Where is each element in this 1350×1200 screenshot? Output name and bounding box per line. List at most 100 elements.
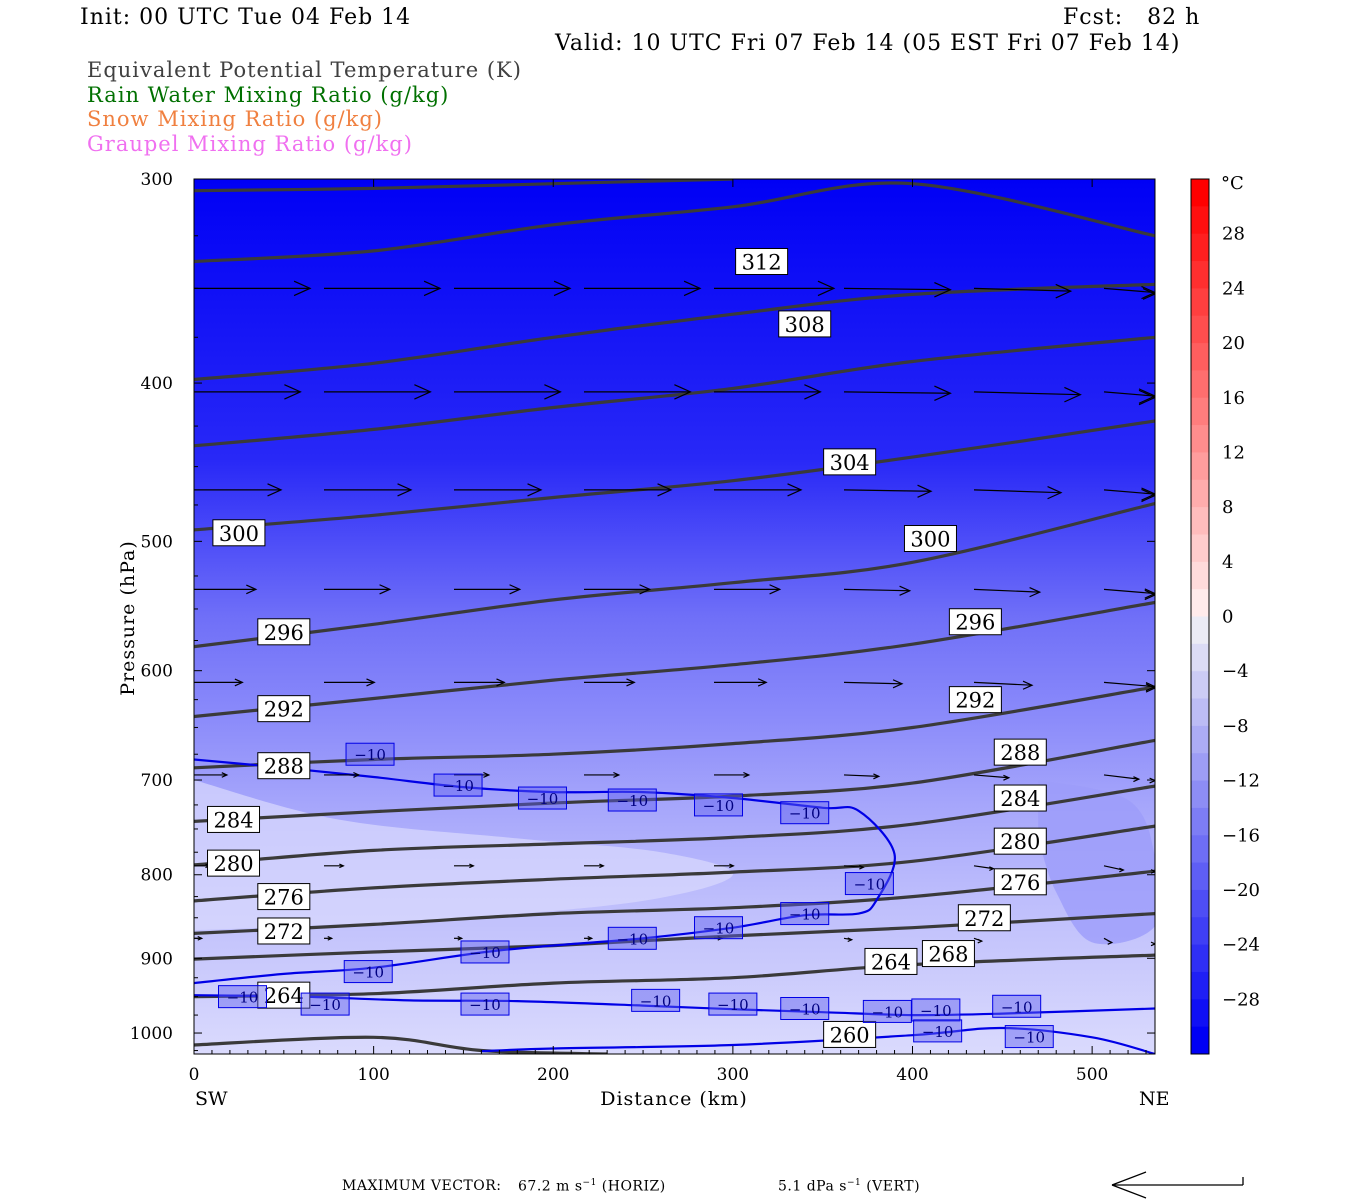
- y-tick-label-400: 400: [141, 374, 173, 394]
- colorbar-bin-16: [1191, 616, 1209, 645]
- wind-arrow-3-6: [973, 588, 1040, 593]
- wind-arrowhead-1-2: [544, 384, 562, 400]
- wind-arrowhead-0-7: [1141, 285, 1155, 300]
- theta-e-label-272-1: 272: [964, 907, 1004, 931]
- horiz-tag: (HORIZ): [601, 1178, 666, 1195]
- wind-arrowhead-4-0: [234, 678, 244, 687]
- theta-e-contour-316: [194, 179, 733, 193]
- wind-arrowhead-0-6: [1055, 283, 1073, 299]
- x-axis-label: Distance (km): [600, 1088, 748, 1110]
- colorbar-bin-20: [1191, 725, 1209, 754]
- colorbar-label-7: 0: [1222, 607, 1233, 628]
- legend-theta-e: Equivalent Potential Temperature (K): [87, 58, 522, 82]
- isotherm-label-box-13: [708, 992, 758, 1016]
- colorbar-label-10: −12: [1222, 771, 1260, 792]
- colorbar-bin-13: [1191, 534, 1209, 563]
- wind-arrow-3-5: [843, 588, 910, 592]
- colorbar-bin-21: [1191, 753, 1209, 782]
- contour-labels: 312 308 304 300 300 296 296 292 292 288 288 284 284 2…: [207, 247, 1054, 1049]
- isotherm-label-0: −10: [227, 989, 259, 1007]
- theta-e-label-box-300-0: [212, 519, 266, 547]
- legend-rain-water: Rain Water Mixing Ratio (g/kg): [87, 83, 450, 107]
- isotherm-label-18: −10: [872, 1003, 904, 1021]
- y-tick-label-900: 900: [141, 949, 173, 969]
- isotherm-label-box-7: [460, 992, 510, 1016]
- wind-arrowhead-5-3: [613, 771, 621, 778]
- colorbar-bin-30: [1191, 999, 1209, 1028]
- colorbar-bin-26: [1191, 889, 1209, 918]
- vert-value: 5.1 dPa s: [778, 1178, 847, 1195]
- wind-arrowhead-1-6: [1064, 386, 1082, 403]
- isotherm-label-box-12: [694, 916, 744, 940]
- wind-arrowhead-7-0: [197, 935, 204, 941]
- wind-arrow-0-6: [973, 287, 1071, 292]
- isotherm-label-1: −10: [309, 996, 341, 1014]
- colorbar-bin-15: [1191, 589, 1209, 617]
- theta-e-label-box-288-0: [257, 752, 311, 780]
- wind-arrowhead-0-8: [1142, 287, 1155, 300]
- colorbar-bin-6: [1191, 343, 1209, 371]
- wind-arrow-5-5: [843, 774, 879, 777]
- isotherm-label-box-21: [992, 994, 1042, 1018]
- theta-e-label-312-0: 312: [742, 250, 782, 274]
- x-tick-label-500: 500: [1076, 1065, 1108, 1085]
- isotherm-label-8: −10: [616, 792, 648, 810]
- isotherm-label-box-16: [780, 996, 830, 1020]
- wind-arrowhead-7-8: [1150, 941, 1155, 947]
- wind-arrowhead-5-0: [221, 772, 229, 778]
- theta-e-label-272-0: 272: [264, 920, 304, 944]
- isotherm-label-box-4: [433, 773, 483, 797]
- axes: 0 100 200 300 400 500 300 400 500 600 700 800 900 100…: [130, 170, 1155, 1085]
- wind-arrowhead-6-1: [339, 863, 345, 869]
- isotherm-segment-1: [194, 994, 1155, 1017]
- wind-arrow-5-7: [1103, 774, 1139, 780]
- wind-arrow-1-6: [973, 391, 1081, 396]
- wind-arrowhead-7-7: [1107, 940, 1114, 945]
- wind-arrowhead-1-5: [934, 385, 952, 402]
- wind-arrowhead-2-1: [397, 483, 413, 497]
- colorbar-bin-7: [1191, 370, 1209, 399]
- theta-e-label-284-1: 284: [1000, 787, 1040, 811]
- theta-e-label-box-292-1: [948, 686, 1002, 714]
- wind-arrowhead-3-3: [639, 584, 652, 595]
- colorbar-label-13: −24: [1222, 935, 1260, 956]
- x-tick-label-400: 400: [896, 1065, 928, 1085]
- wind-arrowhead-1-1: [414, 384, 432, 400]
- wind-arrowhead-4-2: [496, 678, 506, 687]
- isotherm-label-3: −10: [354, 746, 386, 764]
- isotherm-label-9: −10: [616, 930, 648, 948]
- isotherm-label-4: −10: [442, 777, 474, 795]
- theta-e-contour-280: [194, 784, 1155, 867]
- wind-arrowhead-3-5: [899, 585, 912, 596]
- isotherm-label-box-11: [694, 793, 744, 817]
- colorbar-bin-19: [1191, 698, 1209, 727]
- y-tick-label-300: 300: [141, 170, 173, 190]
- theta-e-label-box-280-1: [993, 827, 1047, 855]
- colorbar-bin-5: [1191, 315, 1209, 344]
- max-vector-horiz: 67.2 m s−1 (HORIZ): [518, 1179, 666, 1194]
- theta-e-contour-272: [194, 869, 1155, 935]
- wind-arrowhead-1-8: [1138, 389, 1155, 406]
- wind-arrowhead-3-8: [1144, 589, 1155, 601]
- isotherm-label-box-0: [217, 985, 267, 1009]
- wind-arrowhead-6-6: [989, 866, 995, 871]
- wind-arrow-1-5: [843, 391, 951, 394]
- colorbar-label-4: 12: [1222, 442, 1245, 463]
- colorbar-bin-27: [1191, 917, 1209, 946]
- y-tick-label-700: 700: [141, 771, 173, 791]
- horiz-value: 67.2 m s: [518, 1178, 583, 1195]
- theta-e-label-box-280-0: [207, 849, 261, 877]
- wind-arrowhead-0-5: [934, 281, 952, 298]
- theta-e-label-280-1: 280: [1000, 830, 1040, 854]
- colorbar-label-1: 24: [1222, 278, 1245, 299]
- wind-arrow-3-7: [1103, 588, 1155, 595]
- colorbar-label-14: −28: [1222, 989, 1260, 1010]
- colorbar-label-2: 20: [1222, 333, 1245, 354]
- theta-e-label-288-1: 288: [1000, 741, 1040, 765]
- wind-arrow-5-6: [973, 774, 1009, 779]
- wind-arrow-6-5: [843, 865, 864, 868]
- isotherm-label-16: −10: [789, 1000, 821, 1018]
- theta-e-contour-304: [194, 335, 1155, 448]
- wind-arrowhead-3-6: [1029, 587, 1042, 598]
